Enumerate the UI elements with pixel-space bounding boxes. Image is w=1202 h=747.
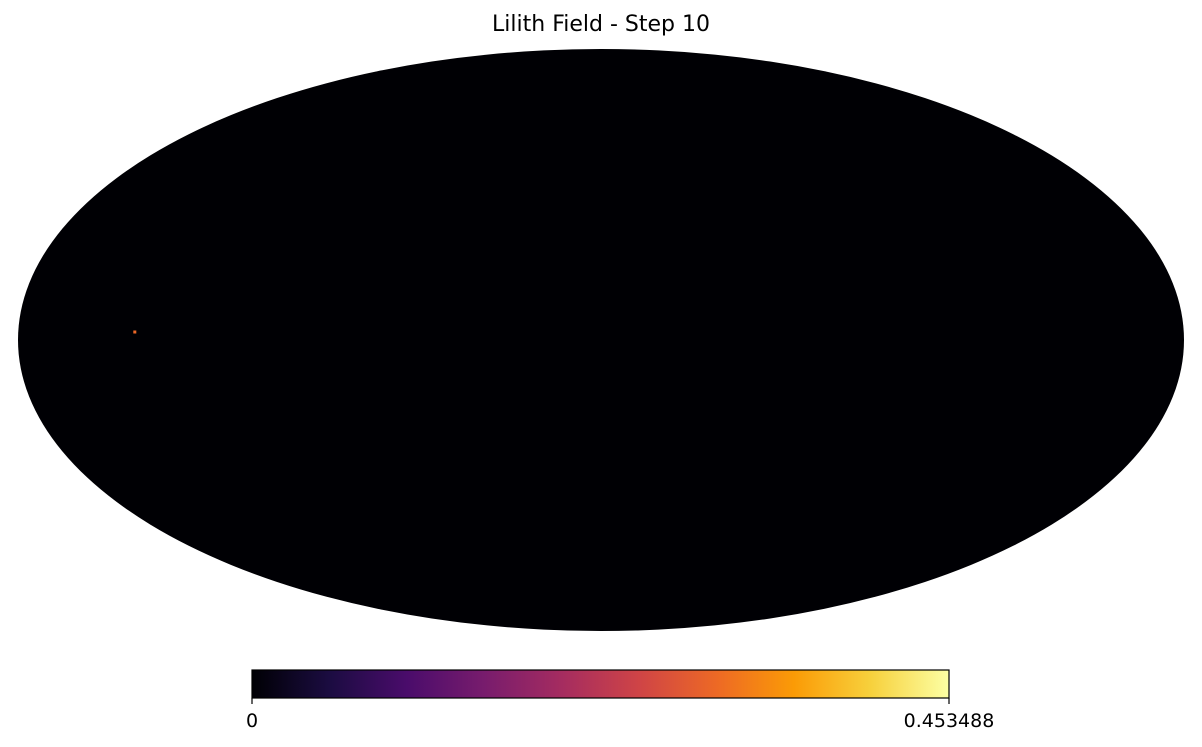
hot-spot-pixel (133, 330, 137, 334)
colorbar (251, 669, 950, 699)
sky-map-ellipse (18, 49, 1184, 631)
chart-title: Lilith Field - Step 10 (492, 12, 710, 37)
colorbar-tick-label-max: 0.453488 (903, 710, 995, 732)
colorbar-tick-label-min: 0 (245, 710, 259, 732)
